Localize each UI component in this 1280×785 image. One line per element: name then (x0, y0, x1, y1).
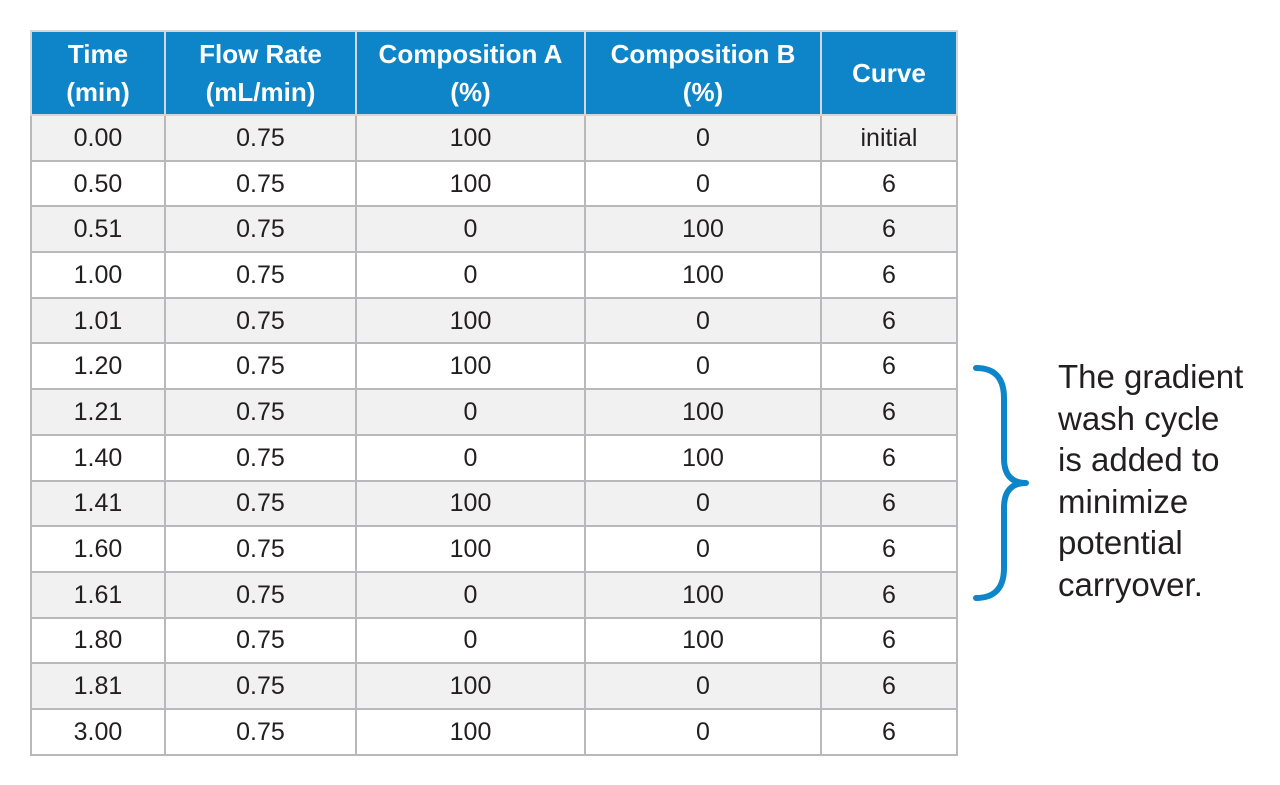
cell-curve: 6 (820, 479, 958, 528)
table-row: 0.51 0.75 0 100 6 (30, 205, 958, 254)
cell-composition-a: 0 (355, 570, 586, 619)
cell-flow-rate: 0.75 (164, 479, 357, 528)
cell-composition-a: 0 (355, 251, 586, 299)
header-time: Time (min) (30, 30, 166, 116)
header-row: Time (min) Flow Rate (mL/min) Compositio… (30, 30, 958, 116)
cell-curve: 6 (820, 525, 958, 573)
cell-curve: 6 (820, 662, 958, 710)
cell-curve: initial (820, 114, 958, 162)
cell-time: 0.00 (30, 114, 166, 162)
cell-curve: 6 (820, 570, 958, 619)
cell-composition-b: 100 (584, 570, 822, 619)
cell-time: 0.51 (30, 205, 166, 254)
table-row: 1.21 0.75 0 100 6 (30, 388, 958, 436)
cell-composition-b: 0 (584, 662, 822, 710)
cell-time: 1.61 (30, 570, 166, 619)
table-row: 1.41 0.75 100 0 6 (30, 479, 958, 528)
cell-composition-a: 0 (355, 388, 586, 436)
cell-curve: 6 (820, 251, 958, 299)
cell-flow-rate: 0.75 (164, 433, 357, 482)
cell-time: 1.81 (30, 662, 166, 710)
table-row: 1.01 0.75 100 0 6 (30, 296, 958, 345)
cell-composition-a: 0 (355, 616, 586, 665)
cell-composition-a: 100 (355, 707, 586, 756)
header-curve: Curve (820, 30, 958, 116)
table-row: 1.80 0.75 0 100 6 (30, 616, 958, 665)
cell-composition-a: 100 (355, 479, 586, 528)
cell-time: 1.00 (30, 251, 166, 299)
cell-time: 1.80 (30, 616, 166, 665)
gradient-table: Time (min) Flow Rate (mL/min) Compositio… (30, 30, 958, 756)
cell-composition-b: 0 (584, 114, 822, 162)
cell-time: 1.01 (30, 296, 166, 345)
cell-composition-a: 100 (355, 662, 586, 710)
cell-composition-a: 100 (355, 525, 586, 573)
cell-composition-a: 100 (355, 296, 586, 345)
cell-composition-a: 0 (355, 433, 586, 482)
cell-composition-b: 100 (584, 433, 822, 482)
cell-flow-rate: 0.75 (164, 205, 357, 254)
cell-time: 1.21 (30, 388, 166, 436)
cell-time: 3.00 (30, 707, 166, 756)
cell-curve: 6 (820, 616, 958, 665)
cell-composition-b: 0 (584, 296, 822, 345)
cell-curve: 6 (820, 433, 958, 482)
cell-composition-a: 100 (355, 114, 586, 162)
table-row: 1.00 0.75 0 100 6 (30, 251, 958, 299)
table-row: 3.00 0.75 100 0 6 (30, 707, 958, 756)
cell-composition-b: 0 (584, 525, 822, 573)
cell-composition-b: 0 (584, 479, 822, 528)
cell-composition-b: 100 (584, 616, 822, 665)
cell-flow-rate: 0.75 (164, 114, 357, 162)
cell-time: 1.20 (30, 342, 166, 391)
cell-flow-rate: 0.75 (164, 251, 357, 299)
cell-composition-a: 100 (355, 159, 586, 208)
cell-curve: 6 (820, 159, 958, 208)
cell-flow-rate: 0.75 (164, 296, 357, 345)
cell-composition-b: 0 (584, 159, 822, 208)
curly-brace-icon (973, 365, 1029, 601)
table-row: 1.60 0.75 100 0 6 (30, 525, 958, 573)
cell-composition-b: 100 (584, 251, 822, 299)
cell-flow-rate: 0.75 (164, 342, 357, 391)
header-composition-b: Composition B (%) (584, 30, 822, 116)
header-flow-rate: Flow Rate (mL/min) (164, 30, 357, 116)
table-row: 1.20 0.75 100 0 6 (30, 342, 958, 391)
cell-flow-rate: 0.75 (164, 570, 357, 619)
cell-curve: 6 (820, 205, 958, 254)
table-header: Time (min) Flow Rate (mL/min) Compositio… (30, 30, 958, 116)
brace-path (973, 365, 1029, 601)
cell-composition-b: 100 (584, 205, 822, 254)
cell-flow-rate: 0.75 (164, 662, 357, 710)
cell-composition-a: 100 (355, 342, 586, 391)
cell-flow-rate: 0.75 (164, 388, 357, 436)
cell-flow-rate: 0.75 (164, 707, 357, 756)
cell-flow-rate: 0.75 (164, 616, 357, 665)
table-row: 0.50 0.75 100 0 6 (30, 159, 958, 208)
header-composition-a: Composition A (%) (355, 30, 586, 116)
cell-flow-rate: 0.75 (164, 525, 357, 573)
table-row: 1.40 0.75 0 100 6 (30, 433, 958, 482)
cell-curve: 6 (820, 388, 958, 436)
table-row: 1.61 0.75 0 100 6 (30, 570, 958, 619)
cell-time: 0.50 (30, 159, 166, 208)
cell-composition-a: 0 (355, 205, 586, 254)
cell-flow-rate: 0.75 (164, 159, 357, 208)
annotation-text: The gradient wash cycle is added to mini… (1058, 358, 1244, 603)
table-row: 1.81 0.75 100 0 6 (30, 662, 958, 710)
cell-curve: 6 (820, 342, 958, 391)
cell-composition-b: 0 (584, 707, 822, 756)
cell-curve: 6 (820, 707, 958, 756)
cell-time: 1.60 (30, 525, 166, 573)
table-body: 0.00 0.75 100 0 initial 0.50 0.75 100 0 6 0.51 0.75… (30, 114, 958, 756)
cell-time: 1.41 (30, 479, 166, 528)
cell-composition-b: 0 (584, 342, 822, 391)
cell-time: 1.40 (30, 433, 166, 482)
cell-curve: 6 (820, 296, 958, 345)
table-row: 0.00 0.75 100 0 initial (30, 114, 958, 162)
cell-composition-b: 100 (584, 388, 822, 436)
